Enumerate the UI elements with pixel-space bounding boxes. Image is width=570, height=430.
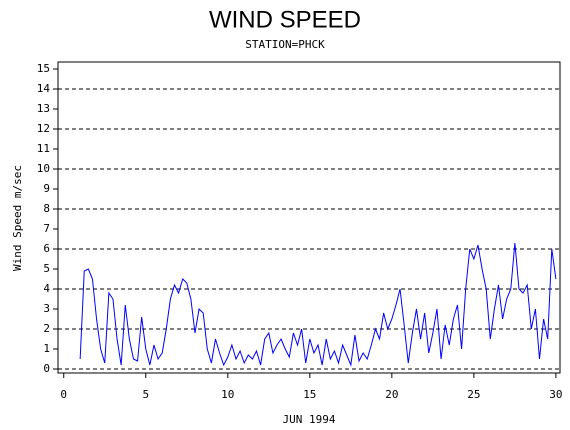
y-tick-label: 12 bbox=[37, 122, 50, 135]
y-tick-label: 0 bbox=[43, 362, 50, 375]
y-tick-label: 15 bbox=[37, 62, 50, 75]
y-tick-label: 7 bbox=[43, 222, 50, 235]
x-tick-label: 30 bbox=[549, 388, 562, 401]
x-tick-label: 15 bbox=[303, 388, 316, 401]
y-tick-label: 10 bbox=[37, 162, 50, 175]
chart-title: WIND SPEED bbox=[209, 6, 361, 33]
x-tick-label: 25 bbox=[467, 388, 480, 401]
y-tick-label: 13 bbox=[37, 102, 50, 115]
y-tick-label: 8 bbox=[43, 202, 50, 215]
y-tick-label: 9 bbox=[43, 182, 50, 195]
data-line bbox=[79, 242, 557, 367]
y-tick-label: 2 bbox=[43, 322, 50, 335]
y-tick-label: 5 bbox=[43, 262, 50, 275]
x-tick-label: 10 bbox=[221, 388, 234, 401]
y-tick-label: 11 bbox=[37, 142, 50, 155]
x-tick-label: 0 bbox=[60, 388, 67, 401]
y-tick-label: 4 bbox=[43, 282, 50, 295]
x-tick-label: 20 bbox=[385, 388, 398, 401]
y-tick-label: 3 bbox=[43, 302, 50, 315]
x-tick-label: 5 bbox=[142, 388, 149, 401]
x-axis-label: JUN 1994 bbox=[283, 413, 336, 426]
plot-frame bbox=[57, 61, 561, 374]
chart-subtitle: STATION=PHCK bbox=[245, 38, 325, 51]
y-tick-label: 6 bbox=[43, 242, 50, 255]
y-tick-label: 14 bbox=[37, 82, 51, 95]
y-axis-label: Wind Speed m/sec bbox=[11, 165, 24, 271]
y-tick-label: 1 bbox=[43, 342, 50, 355]
